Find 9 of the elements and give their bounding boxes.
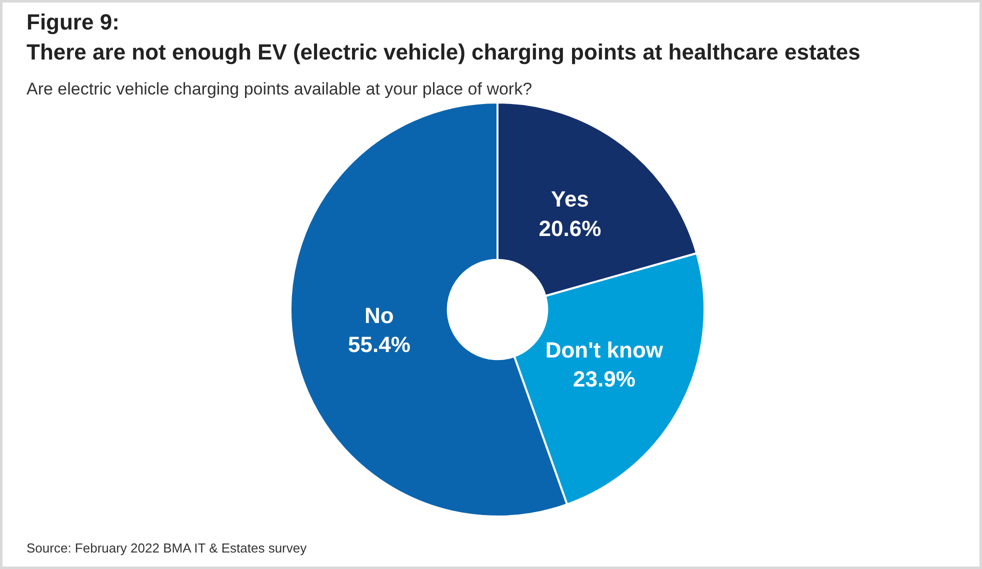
data-label: 23.9% [573, 366, 636, 392]
slice-label: No [364, 302, 394, 328]
source-note: Source: February 2022 BMA IT & Estates survey [26, 540, 308, 556]
slice-label: Don't know [545, 337, 664, 362]
chart-subtitle: Are electric vehicle charging points available at your place of work? [26, 80, 532, 98]
data-label: 20.6% [538, 216, 602, 241]
chart-title: Figure 9: There are not enough EV (electric vehicle) charging points at healthcare estates [26, 10, 860, 64]
slice-label: Yes [550, 186, 589, 212]
data-label: 55.4% [348, 332, 410, 358]
